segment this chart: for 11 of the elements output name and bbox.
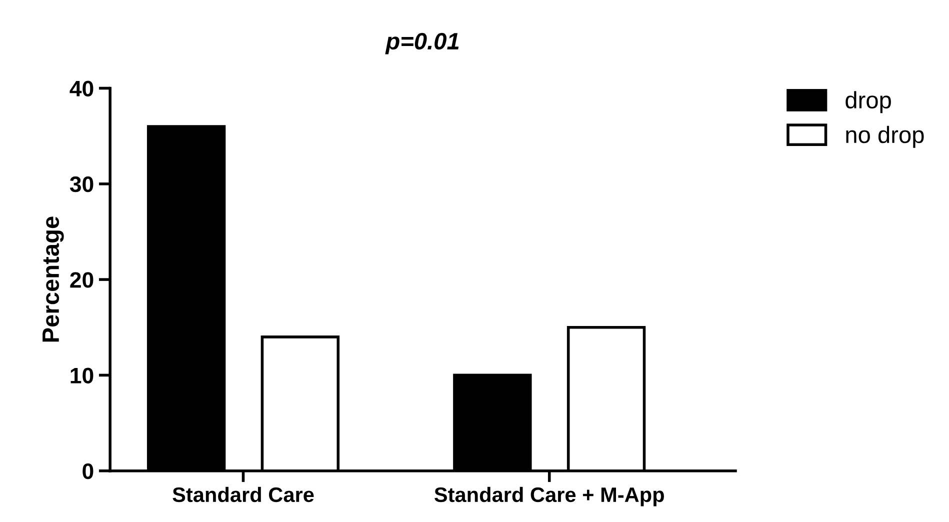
chart-title: p=0.01 <box>385 32 459 54</box>
y-axis-title: Percentage <box>42 216 64 342</box>
y-tick-label: 30 <box>70 176 94 192</box>
y-tick-label: 40 <box>70 80 94 96</box>
y-tick-label: 0 <box>82 463 94 480</box>
y-tick-label: 10 <box>70 368 94 384</box>
legend-label: drop <box>846 91 891 114</box>
x-tick-label: Standard Care + M-App <box>434 486 664 506</box>
legend-label: no drop <box>846 126 924 148</box>
x-tick-label: Standard Care <box>172 486 314 502</box>
y-tick-label: 20 <box>70 272 94 288</box>
